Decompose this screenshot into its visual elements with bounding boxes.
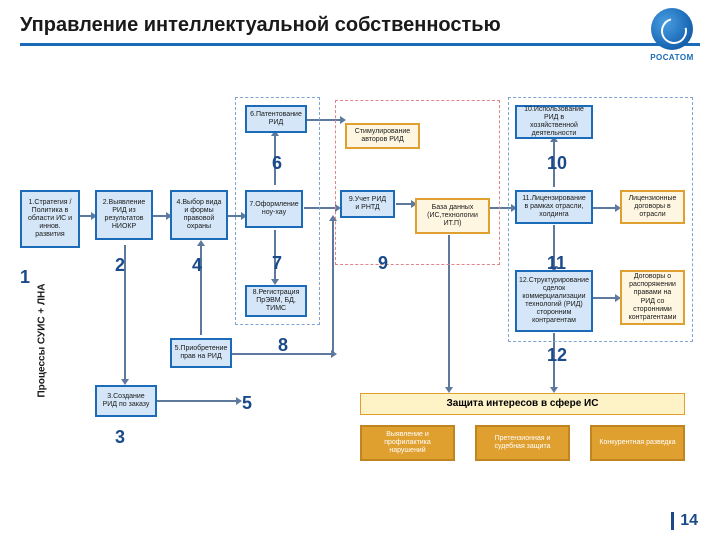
box-lic: Лицензионные договоры в отрасли	[620, 190, 685, 224]
box-b7: 7.Оформление ноу-хау	[245, 190, 303, 228]
box-d3: Конкурентная разведка	[590, 425, 685, 461]
side-axis-label: Процессы СУИС + ЛНА	[37, 284, 48, 398]
step-number-2: 2	[115, 255, 125, 276]
box-db: База данных (ИС,технологии ИТ.П)	[415, 198, 490, 234]
box-b3: 3.Создание РИД по заказу	[95, 385, 157, 417]
arrow	[396, 203, 412, 205]
box-b2: 2.Выявление РИД из результатов НИОКР	[95, 190, 153, 240]
step-number-3: 3	[115, 427, 125, 448]
arrow	[490, 207, 512, 209]
page-number: 14	[671, 512, 698, 530]
box-b5: 5.Приобретение прав на РИД	[170, 338, 232, 368]
step-number-7: 7	[272, 253, 282, 274]
logo-circle-icon	[651, 8, 693, 50]
page-title: Управление интеллектуальной собственност…	[20, 14, 501, 37]
arrow	[304, 207, 336, 209]
box-b11: 11.Лицензирование в рамках отрасли, холд…	[515, 190, 593, 224]
box-dog: Договоры о распоряжении правами на РИД с…	[620, 270, 685, 325]
diagram-canvas: Процессы СУИС + ЛНА 1.Стратегия / Полити…	[20, 75, 700, 510]
step-number-12: 12	[547, 345, 567, 366]
header-divider	[20, 43, 700, 46]
arrow	[593, 207, 616, 209]
box-b10: 10.Использование РИД в хозяйственной дея…	[515, 105, 593, 139]
step-number-9: 9	[378, 253, 388, 274]
box-stim: Стимулирование авторов РИД	[345, 123, 420, 149]
step-number-1: 1	[20, 267, 30, 288]
arrow	[448, 235, 450, 388]
box-b12: 12.Структурирование сделок коммерциализа…	[515, 270, 593, 332]
arrow	[153, 215, 167, 217]
arrow	[157, 400, 237, 402]
rosatom-logo: РОСАТОМ	[642, 8, 702, 68]
box-d2: Претензионная и судебная защита	[475, 425, 570, 461]
arrow	[593, 297, 616, 299]
defense-bar: Защита интересов в сфере ИС	[360, 393, 685, 415]
step-number-4: 4	[192, 255, 202, 276]
arrow	[307, 119, 341, 121]
arrow	[332, 220, 334, 353]
box-b8: 8.Регистрация ПрЭВМ, БД, ТИМС	[245, 285, 307, 317]
arrow	[80, 215, 92, 217]
step-number-8: 8	[278, 335, 288, 356]
step-number-5: 5	[242, 393, 252, 414]
box-d1: Выявление и профилактика нарушений	[360, 425, 455, 461]
box-b9: 9.Учет РИД и РНТД	[340, 190, 395, 218]
logo-text: РОСАТОМ	[642, 53, 702, 62]
box-b1: 1.Стратегия / Политика в области ИС и ин…	[20, 190, 80, 248]
arrow	[228, 215, 242, 217]
step-number-11: 11	[547, 253, 566, 274]
step-number-10: 10	[547, 153, 567, 174]
step-number-6: 6	[272, 153, 282, 174]
box-b4: 4.Выбор вида и формы правовой охраны	[170, 190, 228, 240]
box-b6: 6.Патентование РИД	[245, 105, 307, 133]
